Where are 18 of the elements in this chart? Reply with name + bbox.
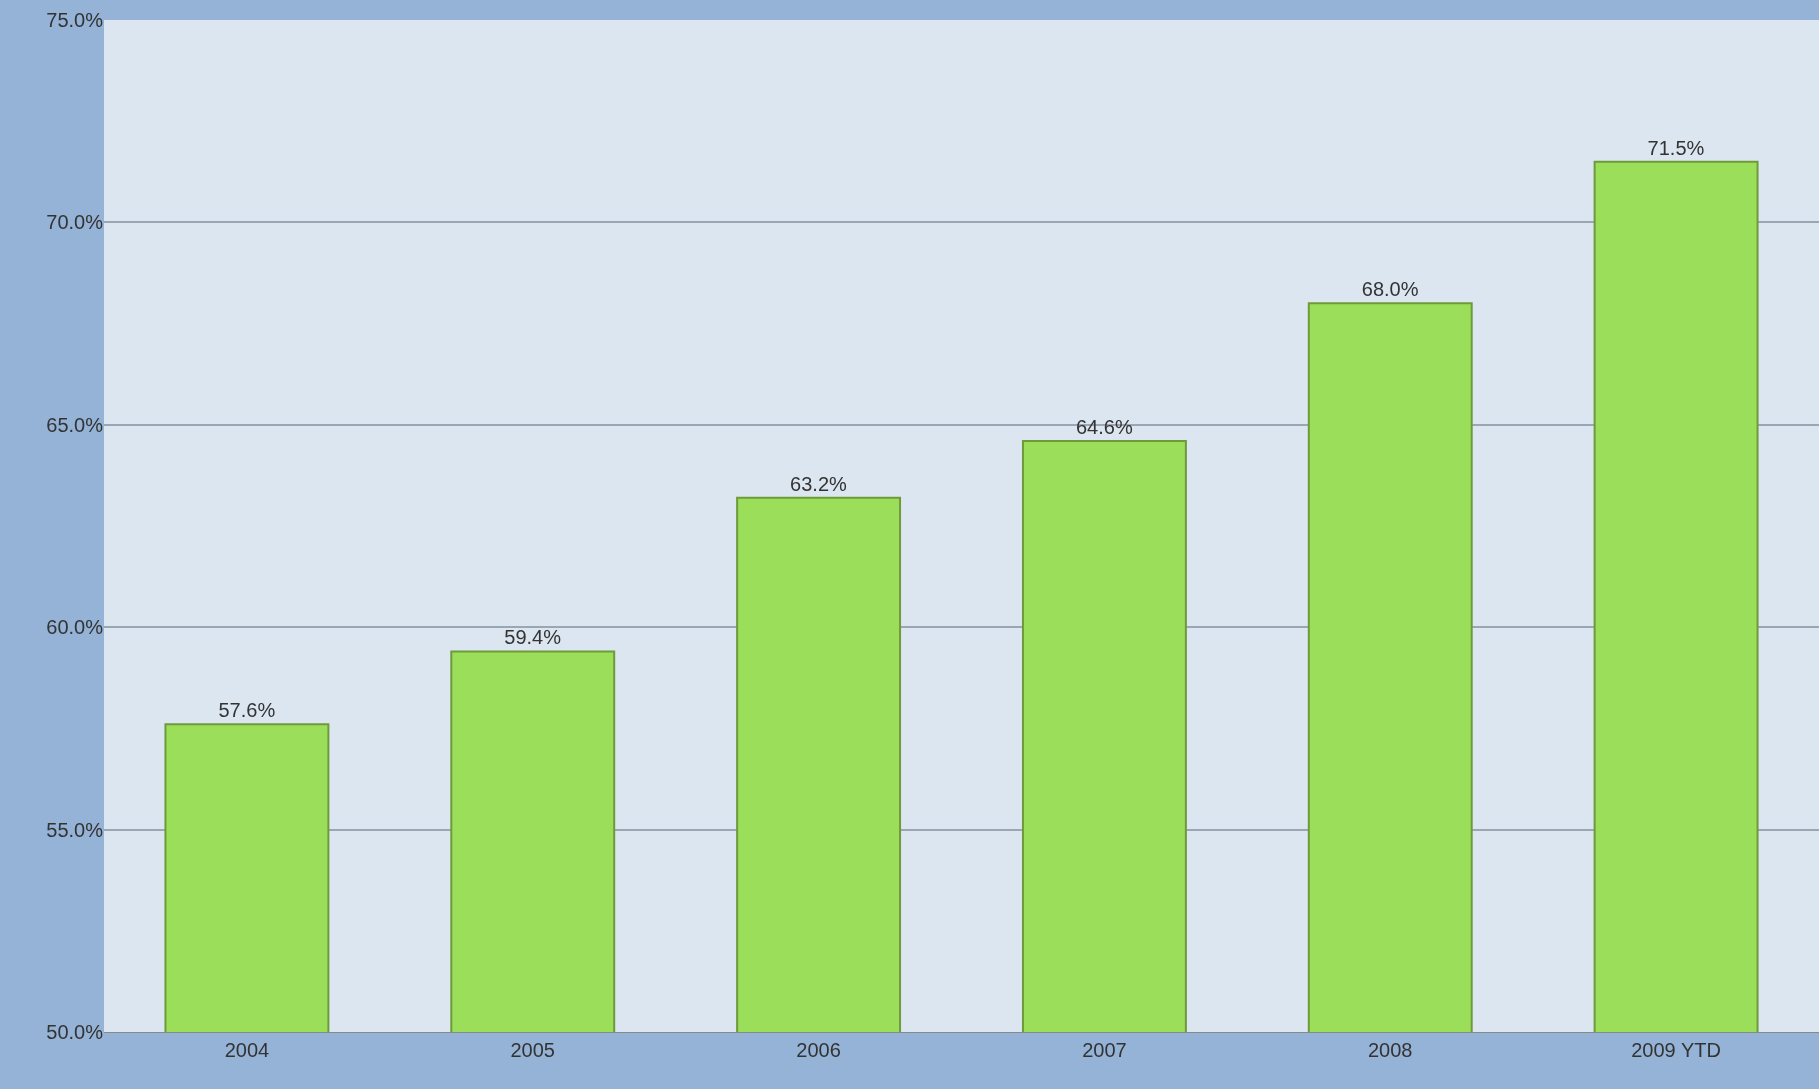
x-tick-label: 2007 (1082, 1039, 1127, 1061)
data-label: 71.5% (1647, 136, 1705, 159)
data-label: 64.6% (1075, 415, 1133, 438)
data-label: 57.6% (218, 699, 276, 722)
x-tick-label: 2005 (510, 1039, 555, 1061)
y-tick-label: 50.0% (46, 1021, 104, 1043)
y-tick-label: 70.0% (46, 211, 104, 234)
data-label: 68.0% (1361, 278, 1419, 301)
x-tick-label: 2008 (1368, 1039, 1413, 1061)
y-tick-label: 55.0% (46, 818, 104, 841)
data-label: 59.4% (504, 626, 562, 649)
x-tick-label: 2009 YTD (1631, 1039, 1721, 1061)
y-tick-label: 75.0% (46, 9, 104, 31)
data-label: 63.2% (790, 472, 848, 495)
y-tick-label: 60.0% (46, 616, 104, 639)
y-tick-label: 65.0% (46, 413, 104, 436)
x-tick-label: 2004 (224, 1039, 270, 1061)
x-tick-label: 2006 (796, 1039, 841, 1061)
